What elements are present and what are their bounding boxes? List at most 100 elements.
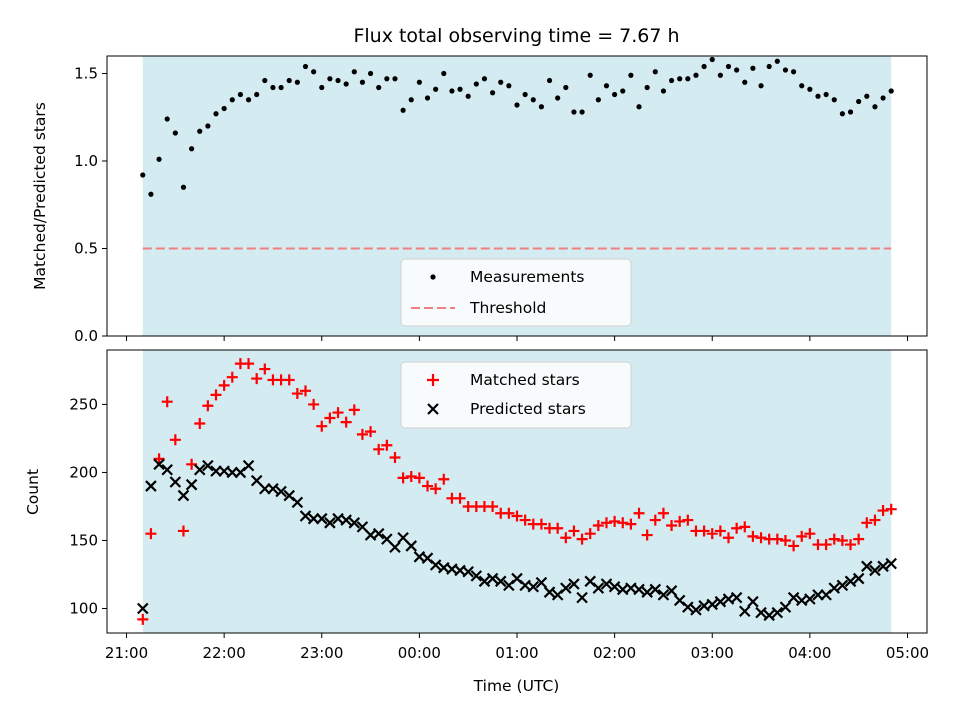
- predicted-point: [649, 583, 662, 596]
- measurement-point: [441, 70, 447, 77]
- matched-point: [788, 540, 800, 552]
- matched-point: [413, 472, 425, 484]
- measurement-point: [392, 76, 398, 82]
- matched-point: [299, 385, 311, 397]
- matched-point: [828, 533, 840, 545]
- matched-point: [177, 525, 189, 537]
- measurement-point: [498, 79, 504, 85]
- measurement-point: [742, 79, 748, 85]
- measurement-point: [725, 63, 732, 70]
- measurement-point: [587, 72, 593, 78]
- measurement-point: [839, 111, 845, 117]
- measurement-point: [717, 72, 723, 78]
- matched-point: [373, 443, 385, 455]
- measurement-point: [660, 88, 667, 94]
- predicted-point: [828, 582, 841, 594]
- measurement-point: [823, 91, 829, 98]
- matched-point: [560, 532, 572, 544]
- legend-label-predicted: Predicted stars: [470, 400, 586, 418]
- legend-top: Measurements Threshold: [400, 258, 632, 327]
- measurement-point: [254, 91, 260, 98]
- matched-point: [210, 389, 222, 401]
- measurement-point: [856, 98, 862, 105]
- measurement-point: [221, 105, 227, 112]
- measurement-point: [489, 90, 496, 96]
- matched-point: [487, 500, 499, 512]
- predicted-point: [169, 476, 182, 488]
- measurement-point: [245, 97, 252, 103]
- x-tick-label: 04:00: [788, 644, 831, 662]
- matched-point: [161, 396, 173, 408]
- predicted-point: [690, 604, 702, 616]
- legend-marker-measurements: [430, 274, 436, 280]
- count-panel: 100 150 200 250 21:00 22:00 23:00 00:00 01:00 02…: [24, 349, 929, 695]
- predicted-point: [657, 589, 670, 601]
- predicted-point: [844, 575, 857, 588]
- measurement-point: [197, 128, 203, 134]
- predicted-point: [462, 565, 474, 578]
- predicted-point: [543, 586, 556, 598]
- measurement-point: [278, 84, 284, 91]
- matched-point: [609, 515, 621, 527]
- matched-point: [397, 472, 409, 484]
- predicted-point: [145, 480, 157, 492]
- matched-point: [820, 539, 832, 551]
- predicted-point: [478, 575, 491, 588]
- predicted-point: [324, 517, 336, 529]
- predicted-point: [153, 458, 165, 471]
- matched-point: [291, 388, 303, 400]
- matched-point: [885, 503, 897, 515]
- measurement-point: [302, 63, 309, 70]
- predicted-point: [242, 459, 255, 472]
- matched-point: [853, 533, 865, 545]
- plot-frame-bottom: [106, 349, 928, 634]
- y-tick-label-bottom: 200: [69, 463, 98, 481]
- matched-point: [657, 507, 669, 519]
- predicted-point: [877, 560, 889, 573]
- measurement-point: [343, 81, 349, 87]
- measurement-point: [506, 83, 512, 89]
- measurement-point: [294, 79, 300, 85]
- measurement-point: [807, 86, 813, 92]
- matched-point: [592, 520, 604, 532]
- matched-point: [731, 522, 743, 534]
- predicted-point: [193, 463, 206, 476]
- measurement-point: [522, 91, 528, 98]
- matched-point: [576, 533, 588, 545]
- measurement-point: [693, 72, 699, 78]
- predicted-point: [177, 489, 190, 502]
- measurement-point: [530, 97, 536, 103]
- matched-point: [584, 528, 596, 540]
- x-axis-ticks-bottom: 21:00 22:00 23:00 00:00 01:00 02:00 03:00 04:00…: [105, 633, 929, 662]
- matched-point: [666, 520, 678, 532]
- measurement-point: [790, 69, 797, 75]
- matched-point: [365, 426, 377, 438]
- matched-point: [600, 517, 612, 529]
- predicted-point: [405, 540, 418, 552]
- predicted-point: [633, 583, 645, 596]
- matched-point: [861, 517, 873, 529]
- predicted-point: [787, 591, 800, 604]
- measurement-point: [465, 93, 471, 99]
- measurement-point: [831, 97, 837, 103]
- predicted-point: [771, 606, 784, 619]
- measurement-point: [367, 70, 374, 77]
- matched-point: [137, 613, 149, 625]
- measurement-point: [424, 95, 431, 101]
- matched-point: [649, 514, 661, 526]
- matched-point: [243, 358, 255, 370]
- matched-point: [682, 514, 694, 526]
- measurement-points: [140, 56, 894, 197]
- matched-star-points: [137, 358, 897, 625]
- measurement-point: [595, 97, 601, 103]
- matched-point: [251, 373, 263, 385]
- predicted-point: [861, 560, 873, 573]
- matched-point: [389, 451, 401, 463]
- x-tick-label: 21:00: [105, 644, 148, 662]
- predicted-point: [299, 510, 312, 522]
- measurement-point: [603, 83, 610, 89]
- matched-point: [511, 510, 523, 522]
- measurement-point: [758, 83, 764, 89]
- matched-point: [771, 533, 783, 545]
